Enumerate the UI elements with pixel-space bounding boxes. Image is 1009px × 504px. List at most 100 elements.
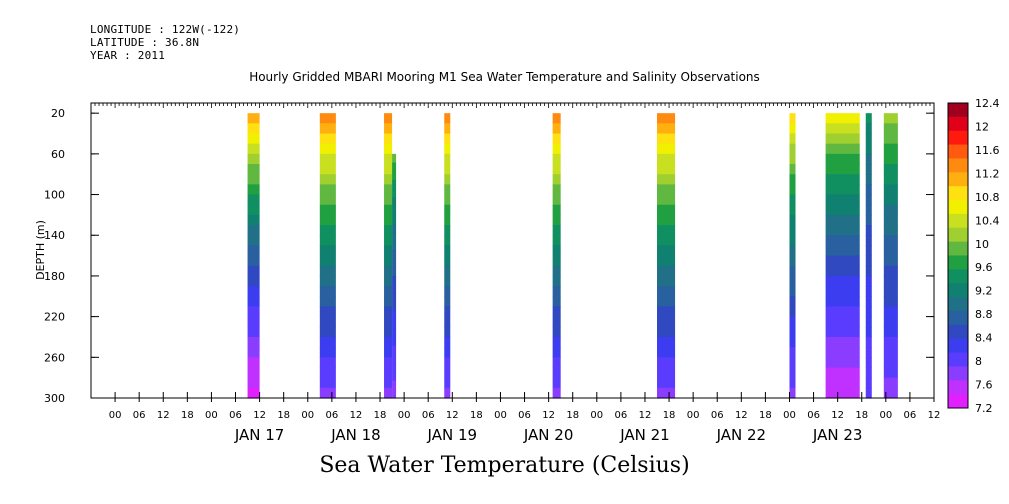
data-cell <box>384 326 393 338</box>
data-cell <box>657 133 676 145</box>
x-tick-label: 00 <box>494 410 507 421</box>
data-cell <box>247 316 260 328</box>
day-label: JAN 17 <box>234 426 285 444</box>
colorbar-swatch <box>948 186 968 201</box>
data-cell <box>865 194 872 206</box>
data-cell <box>392 363 397 373</box>
data-cell <box>657 153 676 165</box>
data-cell <box>384 347 393 358</box>
data-cell <box>552 174 561 185</box>
data-cell <box>865 214 872 226</box>
data-cell <box>319 143 336 155</box>
data-cell <box>865 296 872 308</box>
year-label: YEAR : 2011 <box>90 49 166 62</box>
data-cell <box>247 265 260 277</box>
data-cell <box>825 296 860 308</box>
x-tick-label: 18 <box>759 410 772 421</box>
data-cell <box>384 174 393 185</box>
data-cell <box>883 296 898 308</box>
x-tick-label: 18 <box>470 410 483 421</box>
data-cell <box>247 113 260 124</box>
data-cell <box>384 194 393 206</box>
data-cell <box>825 153 860 165</box>
data-cell <box>789 143 796 155</box>
data-cell <box>789 377 796 389</box>
data-cell <box>552 133 561 145</box>
data-cell <box>657 306 676 318</box>
data-cell <box>789 306 796 318</box>
data-cell <box>319 377 336 389</box>
data-cell <box>865 357 872 369</box>
data-cell <box>789 164 796 175</box>
x-tick-label: 12 <box>542 410 555 421</box>
data-cell <box>789 347 796 358</box>
data-cell <box>825 204 860 216</box>
data-cell <box>789 113 796 124</box>
data-cell <box>247 347 260 358</box>
data-cell <box>865 347 872 358</box>
x-tick-label: 12 <box>928 410 941 421</box>
data-cell <box>825 347 860 358</box>
data-cell <box>552 184 561 196</box>
data-cell <box>392 197 397 207</box>
data-cell <box>657 265 676 277</box>
data-cell <box>552 235 561 247</box>
data-cell <box>392 293 397 303</box>
data-cell <box>825 194 860 206</box>
data-cell <box>657 204 676 216</box>
x-tick-label: 12 <box>350 410 363 421</box>
data-cell <box>825 123 860 135</box>
data-cell <box>319 133 336 145</box>
data-cell <box>825 143 860 155</box>
data-cell <box>825 387 860 399</box>
data-cell <box>865 245 872 257</box>
data-cell <box>384 255 393 267</box>
data-cell <box>392 302 397 312</box>
y-tick-label: 20 <box>51 107 65 120</box>
data-cell <box>789 153 796 165</box>
colorbar-tick-label: 12 <box>975 120 989 133</box>
data-cell <box>883 387 898 399</box>
data-cell <box>552 255 561 267</box>
data-cell <box>883 123 898 135</box>
data-cell <box>883 133 898 145</box>
data-cell <box>865 367 872 379</box>
x-tick-label: 12 <box>735 410 748 421</box>
colorbar-swatch <box>948 103 968 118</box>
colorbar-swatch <box>948 338 968 354</box>
data-cell <box>657 336 676 348</box>
data-cell <box>247 336 260 348</box>
data-cell <box>319 174 336 185</box>
day-label: JAN 18 <box>330 426 381 444</box>
data-cell <box>384 275 393 287</box>
y-tick-label: 140 <box>44 229 65 242</box>
data-cell <box>444 255 451 267</box>
colorbar-tick-label: 9.6 <box>975 261 993 274</box>
data-cell <box>657 387 676 399</box>
data-cell <box>319 184 336 196</box>
data-cell <box>883 174 898 185</box>
data-cell <box>825 214 860 226</box>
x-tick-label: 06 <box>904 410 917 421</box>
data-cell <box>247 286 260 297</box>
data-cell <box>883 316 898 328</box>
data-cell <box>552 204 561 216</box>
data-cell <box>247 377 260 389</box>
data-cell <box>444 143 451 155</box>
data-cell <box>552 306 561 318</box>
data-cell <box>247 184 260 196</box>
data-cell <box>247 133 260 145</box>
data-cell <box>789 184 796 196</box>
data-cell <box>825 275 860 287</box>
data-cell <box>444 387 451 399</box>
longitude-label: LONGITUDE : 122W(-122) <box>90 23 241 36</box>
colorbar-swatch <box>948 213 968 229</box>
data-cell <box>552 316 561 328</box>
y-tick-label: 60 <box>51 148 65 161</box>
data-cell <box>392 371 397 382</box>
data-cell <box>392 284 397 294</box>
x-tick-label: 12 <box>446 410 459 421</box>
y-tick-label: 180 <box>44 270 65 283</box>
data-cell <box>384 265 393 277</box>
data-cell <box>789 357 796 369</box>
